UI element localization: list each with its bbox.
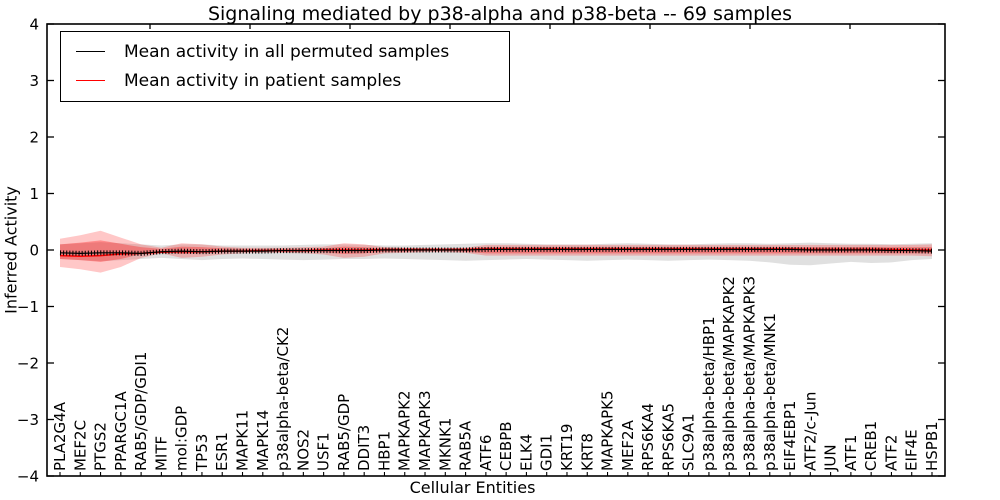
x-category-label: KRT19 xyxy=(558,424,576,471)
x-category-label: EIF4E xyxy=(903,429,921,471)
x-category-label: p38alpha-beta/MAPKAPK2 xyxy=(720,276,738,471)
x-category-label: EIF4EBP1 xyxy=(781,401,799,471)
x-category-label: ELK4 xyxy=(517,434,535,471)
x-category-label: ATF2 xyxy=(882,435,900,471)
legend-entry-permuted: Mean activity in all permuted samples xyxy=(61,37,509,66)
mean-lines xyxy=(59,246,933,257)
x-category-label: MAPKAPK5 xyxy=(599,390,617,471)
x-category-label: p38alpha-beta/MNK1 xyxy=(761,313,779,471)
plot-frame xyxy=(46,23,946,477)
x-category-label: mol:GDP xyxy=(173,406,191,471)
x-category-label: p38alpha-beta/CK2 xyxy=(274,327,292,471)
x-category-label: RAB5/GDP/GDI1 xyxy=(132,352,150,471)
band-patient-sample-inner-band xyxy=(60,240,932,262)
y-axis-label: Inferred Activity xyxy=(1,186,21,314)
x-category-label: HBP1 xyxy=(375,431,393,471)
legend: Mean activity in all permuted samples Me… xyxy=(60,31,510,102)
band-patient-sample-range xyxy=(60,230,932,273)
y-axis-ticks: 4 3 2 1 0 −1 −2 −3 −4 xyxy=(17,16,945,486)
x-category-label: CEBPB xyxy=(497,421,515,471)
x-category-label: MITF xyxy=(152,436,170,471)
x-category-label: MAPK14 xyxy=(254,410,272,471)
x-category-label: RPS6KA5 xyxy=(659,403,677,471)
legend-label-permuted: Mean activity in all permuted samples xyxy=(124,41,450,62)
x-category-label: PTGS2 xyxy=(92,422,110,471)
x-category-label: MEF2C xyxy=(71,420,89,471)
x-category-label: ATF1 xyxy=(842,435,860,471)
y-tick-label: 3 xyxy=(29,72,39,90)
top-ticks xyxy=(149,24,851,29)
x-category-label: MEF2A xyxy=(619,419,637,471)
chart-title: Signaling mediated by p38-alpha and p38-… xyxy=(207,3,793,25)
x-category-label: JUN xyxy=(822,444,840,472)
x-category-label: KRT8 xyxy=(578,433,596,471)
x-category-label: ATF6 xyxy=(477,435,495,471)
x-category-labels: PLA2G4A MEF2C PTGS2 PPARGC1A RAB5/GDP/GDI1 MI… xyxy=(51,276,941,476)
x-category-label: RAB5A xyxy=(457,420,475,471)
y-tick-label: −3 xyxy=(17,411,39,429)
x-axis-label: Cellular Entities xyxy=(409,478,536,497)
x-category-label: USF1 xyxy=(315,432,333,471)
x-category-label: MKNK1 xyxy=(436,418,454,471)
x-category-label: MAPKAPK2 xyxy=(396,390,414,471)
y-tick-label: 4 xyxy=(29,16,39,34)
y-tick-label: −4 xyxy=(17,468,39,486)
y-tick-label: 0 xyxy=(29,242,39,260)
y-tick-label: 2 xyxy=(29,129,39,147)
x-category-label: RPS6KA4 xyxy=(639,403,657,471)
x-category-label: p38alpha-beta/MAPKAPK3 xyxy=(740,276,758,471)
x-category-label: RAB5/GDP xyxy=(335,394,353,471)
x-category-label: TP53 xyxy=(193,434,211,472)
x-category-label: MAPK11 xyxy=(234,410,252,471)
x-category-label: PPARGC1A xyxy=(112,391,130,471)
y-tick-label: −1 xyxy=(17,298,39,316)
x-category-label: p38alpha-beta/HBP1 xyxy=(700,316,718,471)
x-category-label: GDI1 xyxy=(538,434,556,471)
x-category-label: CREB1 xyxy=(862,421,880,471)
x-category-label: HSPB1 xyxy=(923,421,941,471)
patient-line-swatch xyxy=(76,80,105,81)
line-Mean activity in all permuted samples xyxy=(59,248,933,254)
x-category-label: SLC9A1 xyxy=(680,413,698,471)
x-category-label: ATF2/c-Jun xyxy=(801,392,819,471)
y-tick-label: −2 xyxy=(17,355,39,373)
legend-label-patient: Mean activity in patient samples xyxy=(124,70,402,91)
x-category-label: PLA2G4A xyxy=(51,401,69,471)
legend-entry-patient: Mean activity in patient samples xyxy=(61,66,509,95)
permuted-line-swatch xyxy=(76,51,105,52)
x-category-label: MAPKAPK3 xyxy=(416,390,434,471)
x-category-label: ESR1 xyxy=(213,432,231,471)
x-category-label: DDIT3 xyxy=(355,425,373,471)
x-category-label: NOS2 xyxy=(294,429,312,471)
y-tick-label: 1 xyxy=(29,185,39,203)
